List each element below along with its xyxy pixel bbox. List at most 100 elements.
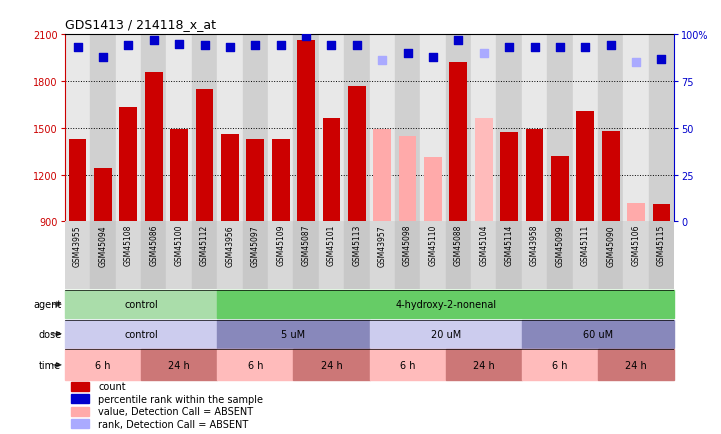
- Bar: [120, 108, 137, 222]
- Text: count: count: [98, 381, 126, 391]
- Text: time: time: [39, 360, 61, 370]
- Text: GSM45087: GSM45087: [301, 224, 311, 266]
- Bar: [348, 86, 366, 222]
- Bar: [395, 35, 420, 222]
- Text: GSM45100: GSM45100: [174, 224, 184, 266]
- Point: [173, 41, 185, 48]
- Text: GSM45086: GSM45086: [149, 224, 158, 266]
- Text: 6 h: 6 h: [247, 360, 263, 370]
- Bar: [369, 320, 522, 348]
- Text: GSM45115: GSM45115: [657, 224, 666, 266]
- Bar: [217, 320, 369, 348]
- Text: percentile rank within the sample: percentile rank within the sample: [98, 394, 263, 404]
- Text: 6 h: 6 h: [95, 360, 111, 370]
- Bar: [268, 222, 293, 289]
- Bar: [65, 35, 90, 222]
- Bar: [446, 222, 471, 289]
- Bar: [293, 35, 319, 222]
- Text: 6 h: 6 h: [400, 360, 415, 370]
- Text: 60 uM: 60 uM: [583, 329, 613, 339]
- Text: GSM45099: GSM45099: [555, 224, 565, 266]
- Bar: [90, 35, 115, 222]
- Text: GSM45104: GSM45104: [479, 224, 488, 266]
- Bar: [446, 35, 471, 222]
- Bar: [344, 222, 369, 289]
- Text: control: control: [124, 329, 158, 339]
- Bar: [293, 349, 369, 381]
- Point: [224, 45, 236, 52]
- Point: [72, 45, 84, 52]
- Point: [376, 58, 388, 65]
- Text: 20 uM: 20 uM: [430, 329, 461, 339]
- Text: GSM43956: GSM43956: [226, 224, 234, 266]
- Bar: [167, 35, 192, 222]
- Text: 24 h: 24 h: [321, 360, 342, 370]
- Point: [605, 43, 616, 50]
- Text: control: control: [124, 299, 158, 309]
- Text: 24 h: 24 h: [625, 360, 647, 370]
- Point: [630, 59, 642, 66]
- Bar: [497, 35, 522, 222]
- Text: 5 uM: 5 uM: [281, 329, 306, 339]
- Bar: [90, 222, 115, 289]
- Bar: [297, 41, 315, 222]
- Bar: [115, 35, 141, 222]
- Text: GSM45112: GSM45112: [200, 224, 209, 266]
- Text: agent: agent: [33, 299, 61, 309]
- Point: [554, 45, 566, 52]
- Bar: [471, 222, 497, 289]
- Bar: [71, 382, 89, 391]
- Bar: [192, 222, 217, 289]
- Bar: [420, 35, 446, 222]
- Bar: [649, 222, 674, 289]
- Bar: [373, 130, 391, 222]
- Bar: [369, 222, 395, 289]
- Text: GSM45108: GSM45108: [124, 224, 133, 266]
- Bar: [192, 35, 217, 222]
- Bar: [293, 222, 319, 289]
- Point: [97, 54, 109, 61]
- Bar: [217, 349, 293, 381]
- Bar: [446, 349, 522, 381]
- Bar: [170, 130, 188, 222]
- Point: [428, 54, 439, 61]
- Bar: [115, 222, 141, 289]
- Point: [528, 45, 540, 52]
- Point: [249, 43, 261, 50]
- Bar: [71, 395, 89, 403]
- Text: GSM45098: GSM45098: [403, 224, 412, 266]
- Bar: [217, 222, 242, 289]
- Bar: [500, 133, 518, 222]
- Text: GSM43958: GSM43958: [530, 224, 539, 266]
- Bar: [424, 158, 442, 222]
- Bar: [399, 136, 417, 222]
- Bar: [576, 112, 594, 222]
- Bar: [247, 139, 264, 222]
- Bar: [221, 135, 239, 222]
- Text: GDS1413 / 214118_x_at: GDS1413 / 214118_x_at: [65, 18, 216, 31]
- Bar: [624, 222, 649, 289]
- Bar: [319, 222, 344, 289]
- Point: [326, 43, 337, 50]
- Bar: [598, 349, 674, 381]
- Point: [199, 43, 211, 50]
- Text: rank, Detection Call = ABSENT: rank, Detection Call = ABSENT: [98, 419, 249, 429]
- Text: GSM45090: GSM45090: [606, 224, 615, 266]
- Text: GSM45106: GSM45106: [632, 224, 640, 266]
- Bar: [547, 222, 572, 289]
- Bar: [572, 222, 598, 289]
- Bar: [65, 222, 90, 289]
- Bar: [167, 222, 192, 289]
- Point: [503, 45, 515, 52]
- Bar: [369, 349, 446, 381]
- Bar: [369, 35, 395, 222]
- Text: dose: dose: [38, 329, 61, 339]
- Bar: [598, 35, 624, 222]
- Point: [402, 50, 413, 57]
- Point: [148, 37, 159, 44]
- Bar: [344, 35, 369, 222]
- Point: [300, 33, 311, 40]
- Bar: [65, 290, 217, 319]
- Text: 4-hydroxy-2-nonenal: 4-hydroxy-2-nonenal: [395, 299, 496, 309]
- Point: [123, 43, 134, 50]
